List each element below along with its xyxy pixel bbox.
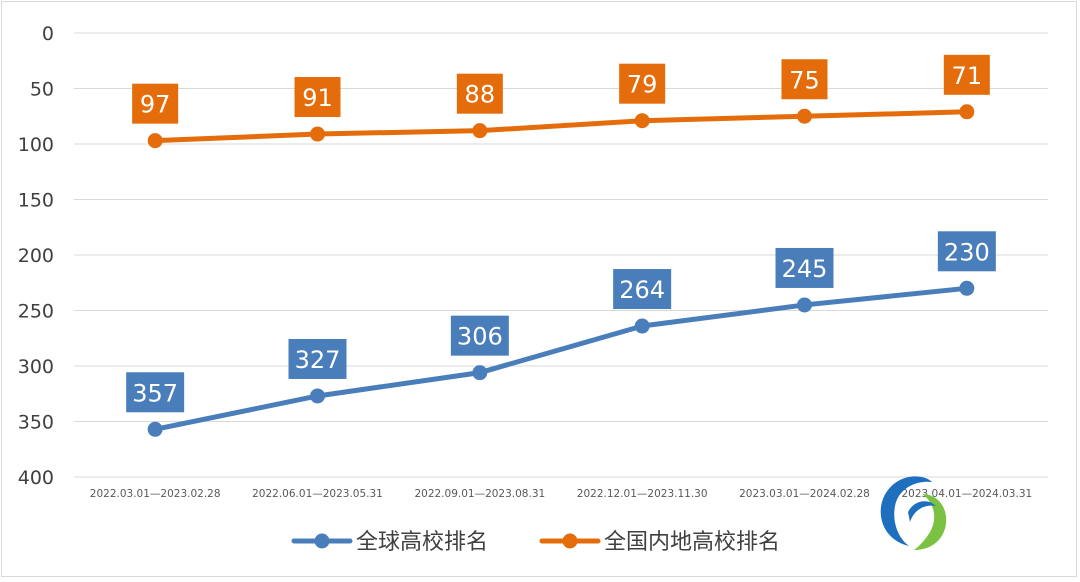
legend-label: 全国内地高校排名 <box>604 530 780 555</box>
data-label-text: 91 <box>302 84 333 112</box>
y-tick-label: 350 <box>18 412 54 434</box>
data-point <box>959 104 975 120</box>
y-tick-label: 50 <box>30 79 54 101</box>
data-point <box>310 126 325 142</box>
data-label-box <box>456 73 503 114</box>
x-tick-label: 2022.12.01—2023.11.30 <box>577 488 708 500</box>
data-point <box>797 297 812 313</box>
data-label: 264 <box>613 269 672 310</box>
series-2 <box>147 104 975 149</box>
data-label-text: 327 <box>295 346 341 374</box>
data-label-text: 71 <box>952 62 983 90</box>
data-label-box <box>613 269 672 310</box>
data-label: 306 <box>450 315 509 356</box>
data-label: 97 <box>132 83 179 124</box>
data-label-text: 97 <box>140 91 171 119</box>
x-tick-label: 2022.06.01—2023.05.31 <box>252 488 383 500</box>
data-label-box <box>126 372 185 413</box>
x-tick-label: 2023.04.01—2024.03.31 <box>901 488 1032 500</box>
data-label-text: 357 <box>132 379 178 407</box>
legend-label: 全球高校排名 <box>356 530 488 555</box>
logo-swoosh-green <box>914 494 947 550</box>
x-tick-label: 2022.03.01—2023.02.28 <box>90 488 221 500</box>
legend-item: 全国内地高校排名 <box>539 530 780 555</box>
logo-swoosh-blue <box>880 476 932 546</box>
y-tick-label: 150 <box>18 190 54 212</box>
data-label-box <box>775 247 834 288</box>
data-label: 230 <box>937 231 996 272</box>
legend-marker <box>562 533 578 549</box>
data-point <box>797 108 812 124</box>
data-label-box <box>132 83 179 124</box>
data-point <box>472 123 488 139</box>
data-label: 357 <box>126 372 185 413</box>
y-tick-label: 100 <box>18 134 54 156</box>
series-lines <box>147 104 975 437</box>
y-tick-label: 300 <box>18 356 54 378</box>
data-label-box <box>943 54 990 95</box>
legend-item: 全球高校排名 <box>291 530 488 555</box>
data-point <box>310 388 325 404</box>
data-label: 245 <box>775 247 834 288</box>
data-label-text: 245 <box>782 255 828 283</box>
data-label-box <box>619 63 666 104</box>
series-line <box>152 109 970 144</box>
leaf-swoosh-logo-icon <box>880 476 947 550</box>
y-tick-label: 0 <box>42 23 54 45</box>
data-label-box <box>288 338 347 379</box>
data-label-text: 79 <box>627 71 658 99</box>
data-label: 88 <box>456 73 503 114</box>
grid-lines <box>74 32 1048 478</box>
logo-swoosh-inner <box>908 501 936 522</box>
data-point <box>634 113 650 129</box>
y-tick-label: 400 <box>18 467 54 489</box>
data-label: 79 <box>619 63 666 104</box>
data-point <box>147 133 163 149</box>
data-label-box <box>450 315 509 356</box>
data-point <box>959 280 975 296</box>
data-label-box <box>781 59 828 100</box>
data-label-text: 230 <box>944 238 990 266</box>
data-label: 327 <box>288 338 347 379</box>
data-labels: 357 327 306 264 245 230 97 91 88 79 75 71 <box>126 54 996 413</box>
y-tick-label: 250 <box>18 301 54 323</box>
x-tick-label: 2023.03.01—2024.02.28 <box>739 488 870 500</box>
logo <box>880 476 947 550</box>
x-axis-tick-labels: 2022.03.01—2023.02.28 2022.06.01—2023.05.… <box>90 488 1032 500</box>
series-line <box>152 285 970 432</box>
y-tick-label: 200 <box>18 245 54 267</box>
data-point <box>634 318 650 334</box>
y-axis-tick-labels: 0 50 100 150 200 250 300 350 400 <box>18 23 54 489</box>
data-label: 75 <box>781 59 828 100</box>
legend: 全球高校排名 全国内地高校排名 <box>291 530 780 555</box>
data-point <box>147 421 163 437</box>
data-label: 71 <box>943 54 990 95</box>
legend-marker <box>314 533 330 549</box>
data-point <box>472 365 488 381</box>
data-label-text: 75 <box>789 66 820 94</box>
x-tick-label: 2022.09.01—2023.08.31 <box>414 488 545 500</box>
data-label-box <box>294 77 341 118</box>
data-label-text: 264 <box>619 276 665 304</box>
series-1 <box>147 280 975 437</box>
data-label-text: 88 <box>465 81 496 109</box>
data-label-box <box>937 231 996 272</box>
data-label-text: 306 <box>457 323 503 351</box>
data-label: 91 <box>294 77 341 118</box>
